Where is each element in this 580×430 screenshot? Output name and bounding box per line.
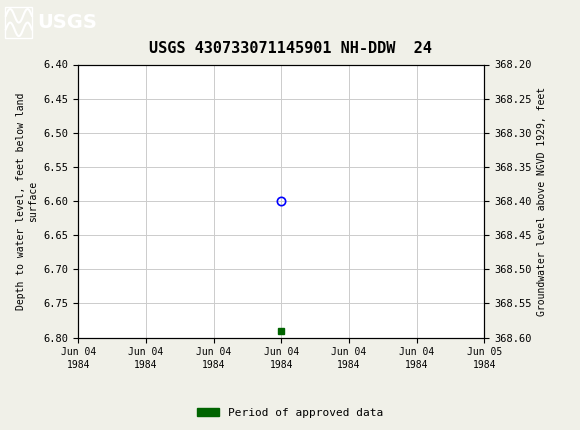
Text: USGS: USGS — [38, 13, 97, 32]
Y-axis label: Depth to water level, feet below land
surface: Depth to water level, feet below land su… — [16, 92, 38, 310]
Text: USGS 430733071145901 NH-DDW  24: USGS 430733071145901 NH-DDW 24 — [148, 41, 432, 56]
Y-axis label: Groundwater level above NGVD 1929, feet: Groundwater level above NGVD 1929, feet — [537, 86, 547, 316]
Legend: Period of approved data: Period of approved data — [193, 403, 387, 422]
Bar — [5, 7, 32, 38]
